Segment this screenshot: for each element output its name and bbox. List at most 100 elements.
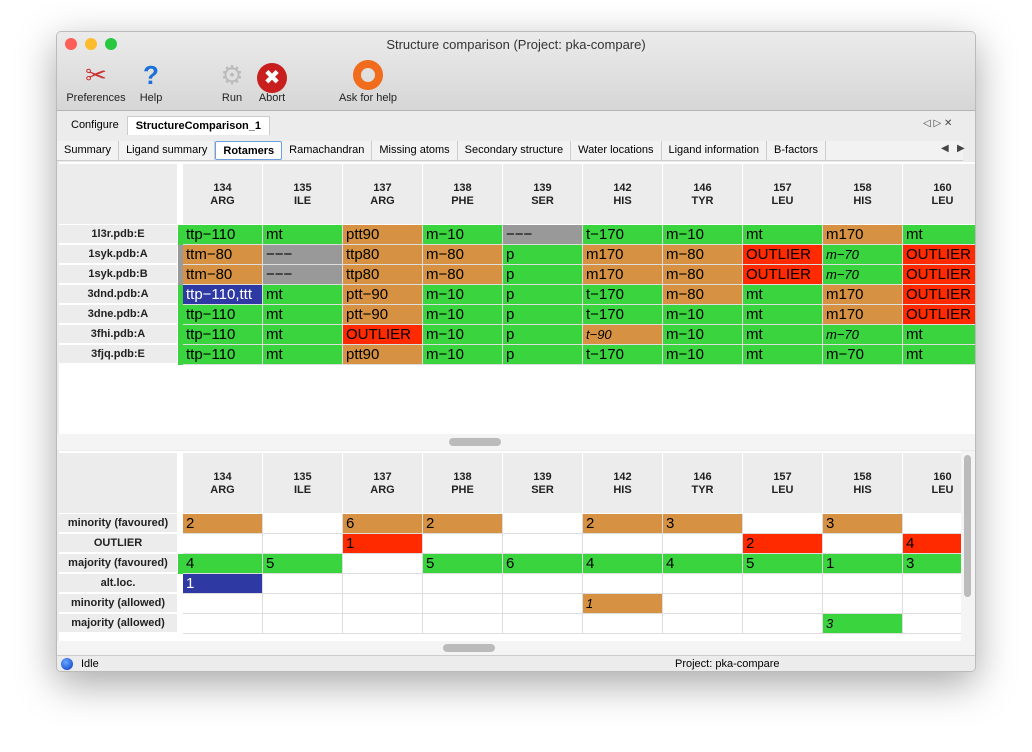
table-cell[interactable]: −−− xyxy=(263,265,343,285)
table-cell[interactable]: 3 xyxy=(903,554,961,574)
table-cell[interactable] xyxy=(263,614,343,634)
table-cell[interactable]: ptt90 xyxy=(343,225,423,245)
table-cell[interactable]: m−10 xyxy=(423,325,503,345)
subtab-prev-icon[interactable]: ◀ xyxy=(941,143,949,154)
table-cell[interactable] xyxy=(903,574,961,594)
table-cell[interactable]: p xyxy=(503,285,583,305)
table-cell[interactable] xyxy=(663,614,743,634)
table-cell[interactable]: m−80 xyxy=(663,285,743,305)
column-header[interactable]: 157 LEU xyxy=(743,164,822,224)
table-cell[interactable] xyxy=(423,594,503,614)
table-cell[interactable]: 6 xyxy=(343,514,423,534)
row-label[interactable]: 3fjq.pdb:E xyxy=(59,345,177,364)
table-cell[interactable]: p xyxy=(503,305,583,325)
table-cell[interactable]: m−10 xyxy=(423,225,503,245)
table-cell[interactable]: ttp−110 xyxy=(183,225,263,245)
table-cell[interactable] xyxy=(663,534,743,554)
table-cell[interactable]: ttp−110 xyxy=(183,345,263,365)
preferences-button[interactable]: ✂ Preferences xyxy=(63,58,129,104)
column-header[interactable]: 142 HIS xyxy=(583,164,662,224)
table-cell[interactable] xyxy=(263,574,343,594)
column-header[interactable]: 134 ARG xyxy=(183,453,262,513)
table-cell[interactable] xyxy=(343,594,423,614)
bottom-hscrollbar[interactable] xyxy=(57,641,975,655)
table-cell[interactable]: OUTLIER xyxy=(743,245,823,265)
table-cell[interactable]: −−− xyxy=(503,225,583,245)
table-cell[interactable] xyxy=(183,534,263,554)
bottom-vscrollbar[interactable] xyxy=(961,451,975,641)
column-header[interactable]: 137 ARG xyxy=(343,164,422,224)
column-header[interactable]: 158 HIS xyxy=(823,453,902,513)
column-header[interactable]: 139 SER xyxy=(503,453,582,513)
column-header[interactable]: 146 TYR xyxy=(663,453,742,513)
table-cell[interactable] xyxy=(423,614,503,634)
ask-for-help-button[interactable]: Ask for help xyxy=(333,58,403,104)
row-label[interactable]: 3dne.pdb:A xyxy=(59,305,177,324)
top-hscroll-thumb[interactable] xyxy=(449,438,501,446)
table-cell[interactable] xyxy=(903,514,961,534)
table-cell[interactable] xyxy=(343,554,423,574)
table-cell[interactable]: 6 xyxy=(503,554,583,574)
table-cell[interactable]: 4 xyxy=(903,534,961,554)
table-cell[interactable]: OUTLIER xyxy=(903,305,975,325)
table-cell[interactable]: m−10 xyxy=(663,345,743,365)
table-cell[interactable]: m−70 xyxy=(823,245,903,265)
row-label[interactable]: majority (favoured) xyxy=(59,554,177,573)
column-header[interactable]: 139 SER xyxy=(503,164,582,224)
table-cell[interactable]: 1 xyxy=(583,594,663,614)
close-window-button[interactable] xyxy=(65,38,77,50)
table-cell[interactable]: ttp−110,ttt xyxy=(183,285,263,305)
table-cell[interactable]: OUTLIER xyxy=(903,245,975,265)
tab-secondary-structure[interactable]: Secondary structure xyxy=(458,141,572,160)
table-cell[interactable] xyxy=(743,614,823,634)
table-cell[interactable] xyxy=(503,614,583,634)
table-cell[interactable]: 2 xyxy=(743,534,823,554)
table-cell[interactable] xyxy=(583,614,663,634)
column-header[interactable]: 138 PHE xyxy=(423,164,502,224)
table-cell[interactable]: t−170 xyxy=(583,285,663,305)
table-cell[interactable] xyxy=(743,594,823,614)
column-header[interactable]: 146 TYR xyxy=(663,164,742,224)
table-cell[interactable] xyxy=(663,594,743,614)
table-cell[interactable]: mt xyxy=(903,345,975,365)
table-cell[interactable]: m−70 xyxy=(823,265,903,285)
table-cell[interactable] xyxy=(503,514,583,534)
column-header[interactable]: 142 HIS xyxy=(583,453,662,513)
table-cell[interactable]: m−10 xyxy=(663,325,743,345)
table-cell[interactable]: m−10 xyxy=(663,305,743,325)
table-cell[interactable]: m−10 xyxy=(423,305,503,325)
table-cell[interactable]: 3 xyxy=(663,514,743,534)
table-cell[interactable] xyxy=(183,614,263,634)
table-cell[interactable]: mt xyxy=(743,345,823,365)
table-cell[interactable]: ptt−90 xyxy=(343,305,423,325)
row-label[interactable]: 1l3r.pdb:E xyxy=(59,225,177,244)
row-label[interactable]: minority (favoured) xyxy=(59,514,177,533)
table-cell[interactable] xyxy=(343,574,423,594)
table-cell[interactable]: p xyxy=(503,345,583,365)
table-cell[interactable]: p xyxy=(503,245,583,265)
table-cell[interactable] xyxy=(423,534,503,554)
zoom-window-button[interactable] xyxy=(105,38,117,50)
table-cell[interactable]: m−10 xyxy=(663,225,743,245)
table-cell[interactable]: 1 xyxy=(343,534,423,554)
table-cell[interactable]: m−80 xyxy=(663,265,743,285)
row-label[interactable]: alt.loc. xyxy=(59,574,177,593)
minimize-window-button[interactable] xyxy=(85,38,97,50)
tab-summary[interactable]: Summary xyxy=(57,141,120,160)
table-cell[interactable]: 3 xyxy=(823,514,903,534)
column-header[interactable]: 138 PHE xyxy=(423,453,502,513)
table-cell[interactable] xyxy=(823,594,903,614)
table-cell[interactable] xyxy=(823,574,903,594)
table-cell[interactable]: ptt−90 xyxy=(343,285,423,305)
column-header[interactable]: 158 HIS xyxy=(823,164,902,224)
table-cell[interactable]: m170 xyxy=(823,225,903,245)
table-cell[interactable]: ttp−110 xyxy=(183,325,263,345)
tab-prev-icon[interactable]: ◁ xyxy=(923,118,931,129)
table-cell[interactable] xyxy=(423,574,503,594)
table-cell[interactable]: t−90 xyxy=(583,325,663,345)
table-cell[interactable]: m170 xyxy=(823,285,903,305)
help-button[interactable]: ? Help xyxy=(135,58,167,104)
tab-ligand-summary[interactable]: Ligand summary xyxy=(119,141,216,160)
table-cell[interactable]: m170 xyxy=(823,305,903,325)
table-cell[interactable]: ttm−80 xyxy=(183,245,263,265)
